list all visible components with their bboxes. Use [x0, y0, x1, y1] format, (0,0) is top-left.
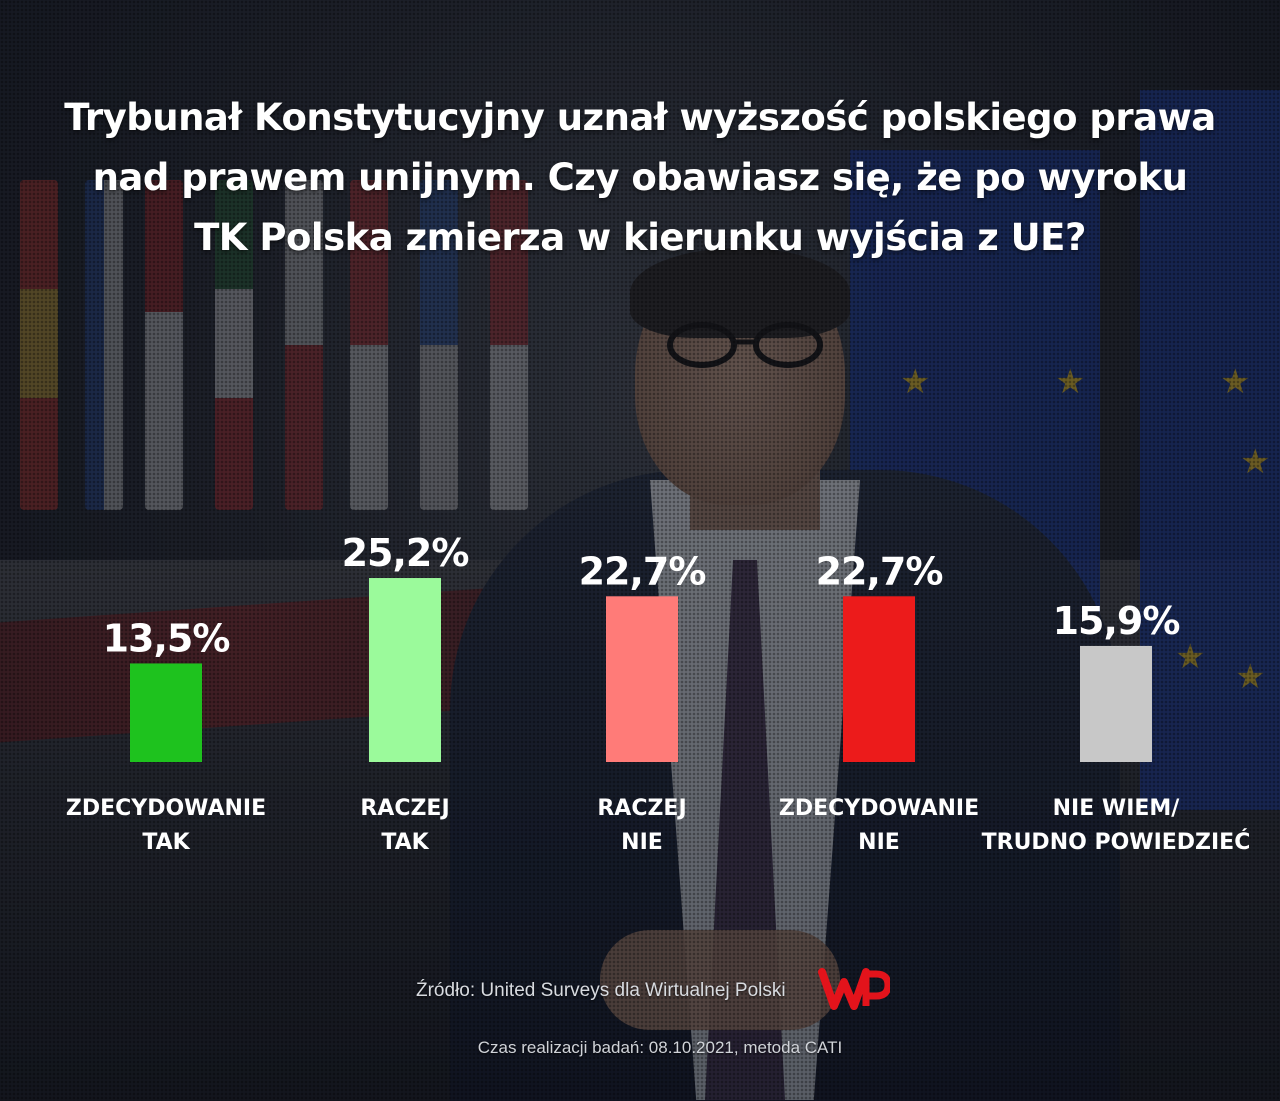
eu-flag — [1140, 90, 1280, 810]
chart-title: Trybunał Konstytucyjny uznał wyższość po… — [64, 96, 1216, 259]
flag-shape — [285, 180, 323, 510]
value-label-2: 25,2% — [342, 531, 469, 575]
eu-star-icon: ★ — [1175, 640, 1205, 674]
person-hands — [600, 930, 840, 1030]
background-flags — [0, 180, 560, 540]
flag-shape — [145, 180, 183, 510]
value-label-3: 22,7% — [579, 549, 706, 593]
category-label-3-line-2: NIE — [621, 830, 663, 855]
category-label-5-line-1: NIE WIEM/ — [1053, 796, 1181, 821]
flag-shape — [20, 180, 58, 510]
flag-shape — [215, 180, 253, 510]
survey-note: Czas realizacji badań: 08.10.2021, metod… — [477, 1038, 843, 1057]
source-text: Źródło: United Surveys dla Wirtualnej Po… — [416, 980, 786, 1001]
category-label-2-line-1: RACZEJ — [360, 796, 449, 821]
eu-star-icon: ★ — [1235, 660, 1265, 694]
bar-4 — [843, 596, 915, 762]
bar-5 — [1080, 645, 1152, 762]
eu-star-icon: ★ — [1220, 365, 1250, 399]
value-label-5: 15,9% — [1053, 599, 1180, 643]
category-label-3-line-1: RACZEJ — [597, 796, 686, 821]
value-label-4: 22,7% — [816, 549, 943, 593]
flag-shape — [490, 180, 528, 510]
bar-1 — [130, 663, 202, 762]
flag-shape — [85, 180, 123, 510]
eu-star-icon: ★ — [1240, 445, 1270, 479]
flag-shape — [420, 180, 458, 510]
eu-star-icon: ★ — [900, 365, 930, 399]
bar-3 — [606, 596, 678, 762]
category-label-1-line-1: ZDECYDOWANIE — [66, 796, 266, 821]
category-label-4-line-1: ZDECYDOWANIE — [779, 796, 979, 821]
category-label-4-line-2: NIE — [858, 830, 900, 855]
glasses-icon — [667, 322, 823, 368]
wp-logo-icon — [818, 968, 890, 1010]
category-label-5-line-2: TRUDNO POWIEDZIEĆ — [982, 829, 1251, 855]
value-label-1: 13,5% — [103, 616, 230, 660]
flag-shape — [350, 180, 388, 510]
bar-2 — [369, 578, 441, 762]
category-label-2-line-2: TAK — [381, 830, 429, 855]
person-hair — [630, 248, 850, 338]
category-label-1-line-2: TAK — [142, 830, 190, 855]
eu-star-icon: ★ — [1055, 365, 1085, 399]
